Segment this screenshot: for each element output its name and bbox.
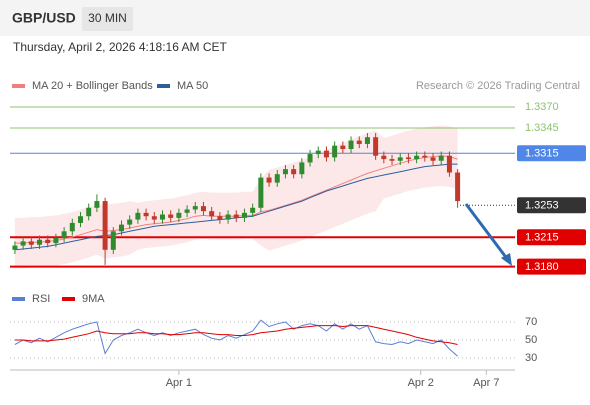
level-label-box [517, 229, 586, 246]
candle-body [45, 239, 51, 244]
forecast-arrow [464, 203, 510, 261]
indicator-line [14, 325, 458, 345]
candle-body [405, 157, 411, 160]
pair-title: GBP/USD [12, 10, 76, 26]
candle-body [118, 224, 124, 232]
candle-body [356, 140, 362, 144]
x-tick-label: Apr 2 [408, 377, 434, 389]
candle-body [37, 239, 43, 245]
level-label: 1.3315 [525, 148, 559, 160]
candle-body [143, 212, 149, 217]
candle-body [364, 137, 370, 144]
candle-body [414, 155, 420, 160]
candle-body [438, 155, 444, 161]
x-tick-label: Apr 1 [166, 377, 192, 389]
candle-body [200, 206, 206, 212]
x-tick-label: Apr 7 [473, 377, 499, 389]
level-label-box [517, 258, 586, 275]
candle-body [323, 150, 329, 158]
candle-body [151, 216, 157, 220]
candle-body [315, 150, 321, 155]
candle-body [86, 207, 92, 217]
interval-box [82, 7, 133, 31]
candle-body [192, 206, 198, 210]
candle-body [110, 231, 116, 250]
candle-body [307, 154, 313, 163]
candle-body [159, 214, 165, 220]
candle-body [20, 241, 26, 246]
candle-body [446, 155, 452, 173]
candle-body [184, 209, 190, 213]
level-label: 1.3180 [525, 261, 559, 273]
y-tick-label: 30 [525, 352, 537, 364]
candle-body [397, 157, 403, 161]
candle-body [373, 137, 379, 156]
legend-swatch [12, 297, 25, 301]
datetime: Thursday, April 2, 2026 4:18:16 AM CET [13, 40, 228, 54]
candle-body [422, 155, 428, 158]
source: Research © 2026 Trading Central [416, 80, 580, 92]
candle-body [291, 169, 297, 175]
candle-body [28, 241, 34, 245]
bollinger-band [14, 125, 458, 269]
y-tick-label: 70 [525, 316, 537, 328]
level-label-box [517, 197, 586, 214]
candle-body [299, 162, 305, 175]
candle-body [176, 212, 182, 218]
candle-body [332, 145, 338, 158]
candle-body [348, 140, 354, 149]
interval: 30 MIN [88, 11, 127, 25]
candle-body [94, 201, 100, 208]
candle-body [274, 174, 280, 183]
candle-body [217, 216, 223, 220]
forecast-arrow-head [501, 253, 512, 266]
candle-body [135, 212, 141, 220]
level-label: 1.3215 [525, 232, 559, 244]
candle-body [225, 214, 231, 220]
candle-body [53, 238, 59, 244]
level-label-box [517, 145, 586, 162]
legend-label: RSI [32, 293, 50, 305]
level-label: 1.3253 [525, 200, 559, 212]
candle-body [455, 172, 461, 202]
legend-label: 9MA [82, 293, 105, 305]
candle-body [389, 159, 395, 161]
indicator-line [14, 319, 458, 357]
candle-body [340, 145, 346, 149]
legend-label: MA 50 [177, 80, 208, 92]
candle-body [233, 214, 239, 218]
legend-swatch [157, 84, 170, 88]
candle-body [127, 219, 133, 225]
candle-body [78, 216, 84, 223]
level-label: 1.3370 [525, 101, 559, 113]
candle-body [69, 222, 75, 232]
candle-body [258, 177, 264, 208]
level-label: 1.3345 [525, 122, 559, 134]
legend-label: MA 20 + Bollinger Bands [32, 80, 153, 92]
candle-body [12, 245, 18, 250]
candle-body [209, 211, 215, 217]
candle-body [61, 231, 67, 239]
legend-swatch [62, 297, 75, 301]
candle-body [282, 169, 288, 175]
candle-body [381, 155, 387, 160]
candle-body [168, 214, 174, 218]
y-tick-label: 50 [525, 334, 537, 346]
candle-body [102, 201, 108, 250]
candle-body [266, 177, 272, 183]
candle-body [250, 207, 256, 213]
legend-swatch [12, 84, 25, 88]
candle-body [241, 212, 247, 218]
candle-body [430, 157, 436, 161]
